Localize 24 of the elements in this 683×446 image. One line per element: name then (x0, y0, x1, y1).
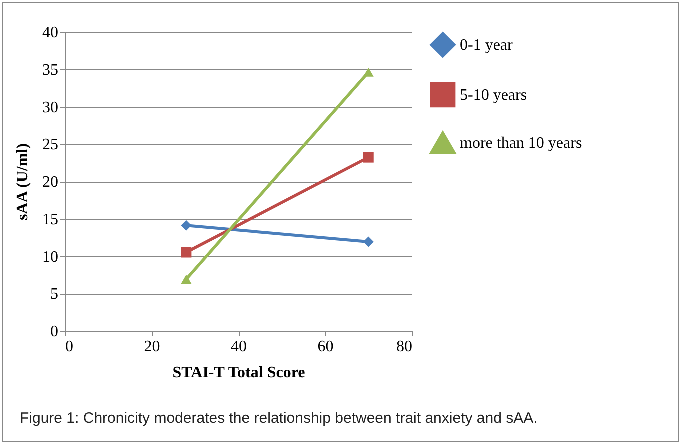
point (181, 220, 192, 231)
point (363, 152, 374, 163)
x-tick-label: 20 (144, 338, 160, 356)
y-tick-label: 30 (42, 99, 58, 116)
legend-label: 0-1 year (460, 37, 514, 54)
y-tick-label: 0 (50, 324, 58, 340)
legend-label: more than 10 years (460, 135, 582, 152)
y-tick-label: 10 (42, 248, 58, 266)
caption: Figure 1: Chronicity moderates the relationship between trait anxiety and sAA. (20, 410, 538, 427)
legend-label: 5-10 years (460, 87, 528, 104)
x-axis-title: STAI-T Total Score (172, 364, 306, 382)
x-tick-label: 0 (66, 338, 74, 356)
y-tick-label: 35 (42, 62, 58, 79)
y-tick-label: 40 (42, 24, 58, 42)
y-tick-label: 5 (50, 286, 58, 304)
y-tick-label: 15 (42, 211, 58, 228)
y-tick-label: 25 (42, 136, 58, 154)
x-tick-label: 40 (231, 338, 247, 356)
x-tick-label: 60 (318, 338, 334, 356)
x-tick-label: 80 (396, 338, 412, 356)
point (181, 247, 192, 258)
y-tick-label: 20 (42, 174, 58, 191)
y-axis-title: sAA (U/ml) (14, 144, 32, 220)
point (363, 236, 374, 248)
